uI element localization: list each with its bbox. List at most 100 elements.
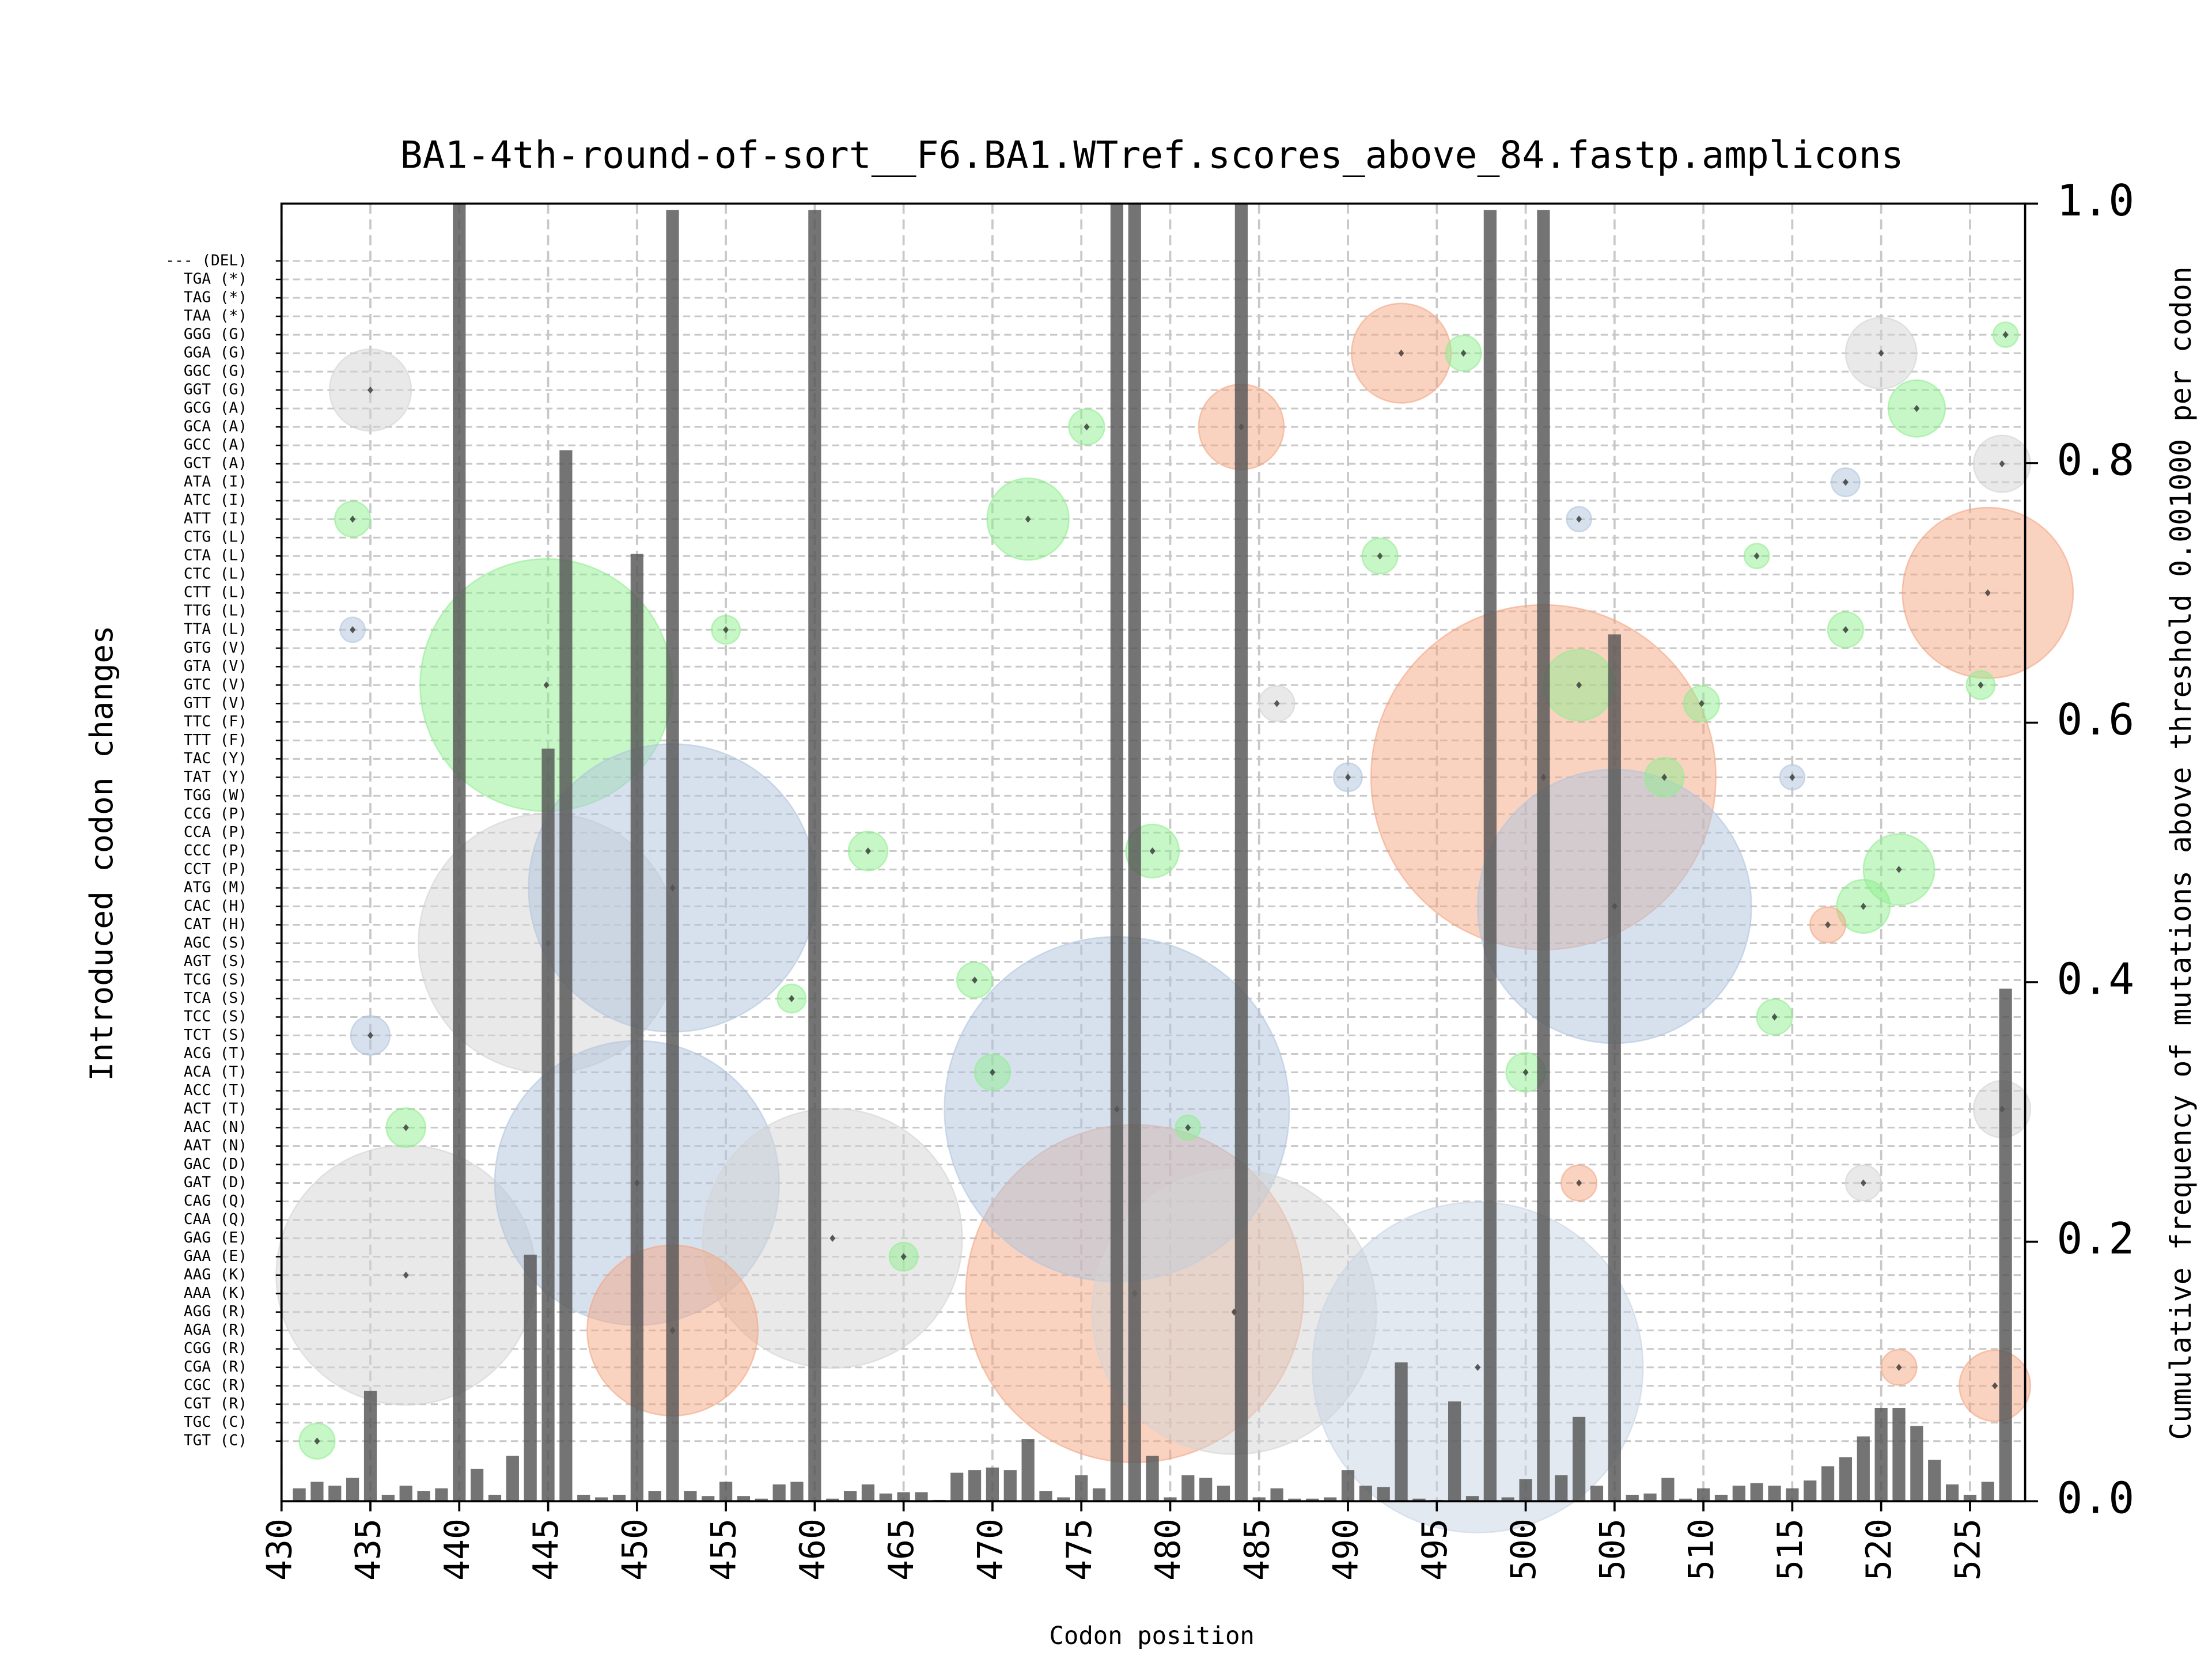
row-label: CAG (Q) bbox=[184, 1192, 247, 1210]
bubble-center bbox=[1842, 626, 1849, 634]
x-tick-label: 500 bbox=[1504, 1518, 1544, 1581]
bar bbox=[1590, 1486, 1604, 1502]
x-tick-label: 485 bbox=[1237, 1518, 1277, 1581]
bar bbox=[1341, 1470, 1355, 1502]
bar bbox=[1270, 1488, 1283, 1502]
x-tick-label: 470 bbox=[971, 1518, 1011, 1581]
row-label: GCA (A) bbox=[184, 418, 247, 435]
bar bbox=[737, 1496, 751, 1502]
bubble-center bbox=[1999, 460, 2005, 468]
row-label: TTT (F) bbox=[184, 732, 247, 749]
row-label: CCG (P) bbox=[184, 805, 247, 823]
bar bbox=[1857, 1436, 1870, 1502]
bar bbox=[1448, 1401, 1461, 1502]
bar bbox=[541, 748, 555, 1502]
axes: --- (DEL)TGA (*)TAG (*) TAA (*)GGG (G)GGA… bbox=[165, 176, 2134, 1581]
row-label: TTG (L) bbox=[184, 603, 247, 620]
x-tick-label: 475 bbox=[1060, 1518, 1100, 1581]
row-label: AGA (R) bbox=[184, 1321, 247, 1339]
bubble-center bbox=[1576, 1179, 1582, 1187]
bar bbox=[435, 1488, 448, 1502]
bar bbox=[1945, 1484, 1959, 1502]
bubble-center bbox=[1914, 404, 1920, 412]
bar bbox=[417, 1491, 430, 1502]
bar bbox=[1075, 1475, 1088, 1502]
bar bbox=[772, 1484, 786, 1502]
bubble-center bbox=[1377, 552, 1383, 560]
bar bbox=[1750, 1483, 1763, 1502]
bar bbox=[381, 1494, 395, 1502]
row-label: CCC (P) bbox=[184, 842, 247, 859]
bar bbox=[328, 1486, 342, 1502]
left-axis-label: Introduced codon changes bbox=[83, 626, 120, 1081]
y-tick-label: 0.2 bbox=[2056, 1214, 2134, 1264]
bubble-center bbox=[1398, 349, 1404, 357]
row-label: TAA (*) bbox=[184, 308, 247, 325]
bar bbox=[1412, 1498, 1426, 1502]
y-tick-label: 0.0 bbox=[2056, 1474, 2134, 1524]
row-label: TCA (S) bbox=[184, 990, 247, 1007]
bar bbox=[1377, 1487, 1390, 1502]
bar bbox=[293, 1488, 306, 1502]
bubble-center bbox=[1274, 700, 1280, 707]
row-label: TGT (C) bbox=[184, 1432, 247, 1449]
bubble-center bbox=[1978, 681, 1984, 689]
row-label: CGT (R) bbox=[184, 1395, 247, 1412]
bubble-center bbox=[1984, 589, 1991, 597]
bar bbox=[1839, 1457, 1853, 1502]
row-label: TAT (Y) bbox=[184, 768, 247, 786]
row-label: GTA (V) bbox=[184, 658, 247, 675]
bar bbox=[1928, 1460, 1941, 1502]
bar bbox=[612, 1494, 626, 1502]
bar bbox=[1181, 1475, 1195, 1502]
bar bbox=[559, 450, 573, 1502]
bar bbox=[1643, 1493, 1657, 1502]
x-tick-label: 515 bbox=[1771, 1518, 1810, 1581]
bubbles bbox=[275, 302, 2074, 1533]
bubble-center bbox=[1842, 478, 1849, 486]
bubble-center bbox=[1878, 349, 1884, 357]
bar bbox=[1555, 1475, 1568, 1502]
bar bbox=[843, 1491, 857, 1502]
x-tick-label: 455 bbox=[704, 1518, 744, 1581]
bubble-center bbox=[368, 1032, 373, 1039]
bar bbox=[1146, 1456, 1159, 1502]
row-label: GAC (D) bbox=[184, 1156, 247, 1173]
bubble-center bbox=[1475, 1363, 1481, 1371]
bubble-center bbox=[1896, 866, 1902, 873]
chart-title: BA1-4th-round-of-sort__F6.BA1.WTref.scor… bbox=[400, 134, 1904, 177]
bar bbox=[1732, 1486, 1745, 1502]
row-label: AAG (K) bbox=[184, 1266, 247, 1283]
bar bbox=[453, 203, 466, 1502]
row-label: AAA (K) bbox=[184, 1285, 247, 1302]
x-tick-label: 505 bbox=[1593, 1518, 1633, 1581]
row-label: CTA (L) bbox=[184, 547, 247, 565]
bar bbox=[1537, 210, 1550, 1502]
bar bbox=[1324, 1497, 1337, 1502]
bar bbox=[506, 1456, 519, 1502]
bar bbox=[471, 1468, 484, 1502]
bar bbox=[310, 1482, 324, 1502]
bar bbox=[1021, 1439, 1035, 1502]
row-label: ACC (T) bbox=[184, 1082, 247, 1099]
x-axis-label: Codon position bbox=[1049, 1622, 1255, 1650]
bars bbox=[293, 203, 2012, 1502]
row-label: GTC (V) bbox=[184, 676, 247, 694]
row-label: AGC (S) bbox=[184, 934, 247, 952]
row-label: CCA (P) bbox=[184, 824, 247, 841]
row-label: GAG (E) bbox=[184, 1229, 247, 1247]
x-tick-label: 445 bbox=[527, 1518, 566, 1581]
bar bbox=[1626, 1494, 1639, 1502]
bar bbox=[524, 1255, 537, 1502]
x-tick-label: 525 bbox=[1949, 1518, 1988, 1581]
bar bbox=[1395, 1362, 1408, 1502]
bar bbox=[1164, 1497, 1177, 1502]
bubble-center bbox=[543, 681, 550, 689]
x-tick-label: 520 bbox=[1859, 1518, 1899, 1581]
bubble-center bbox=[1185, 1124, 1191, 1131]
row-label: CTC (L) bbox=[184, 566, 247, 583]
bubble-center bbox=[723, 626, 729, 634]
bar bbox=[1786, 1488, 1799, 1502]
row-label: CAT (H) bbox=[184, 916, 247, 933]
